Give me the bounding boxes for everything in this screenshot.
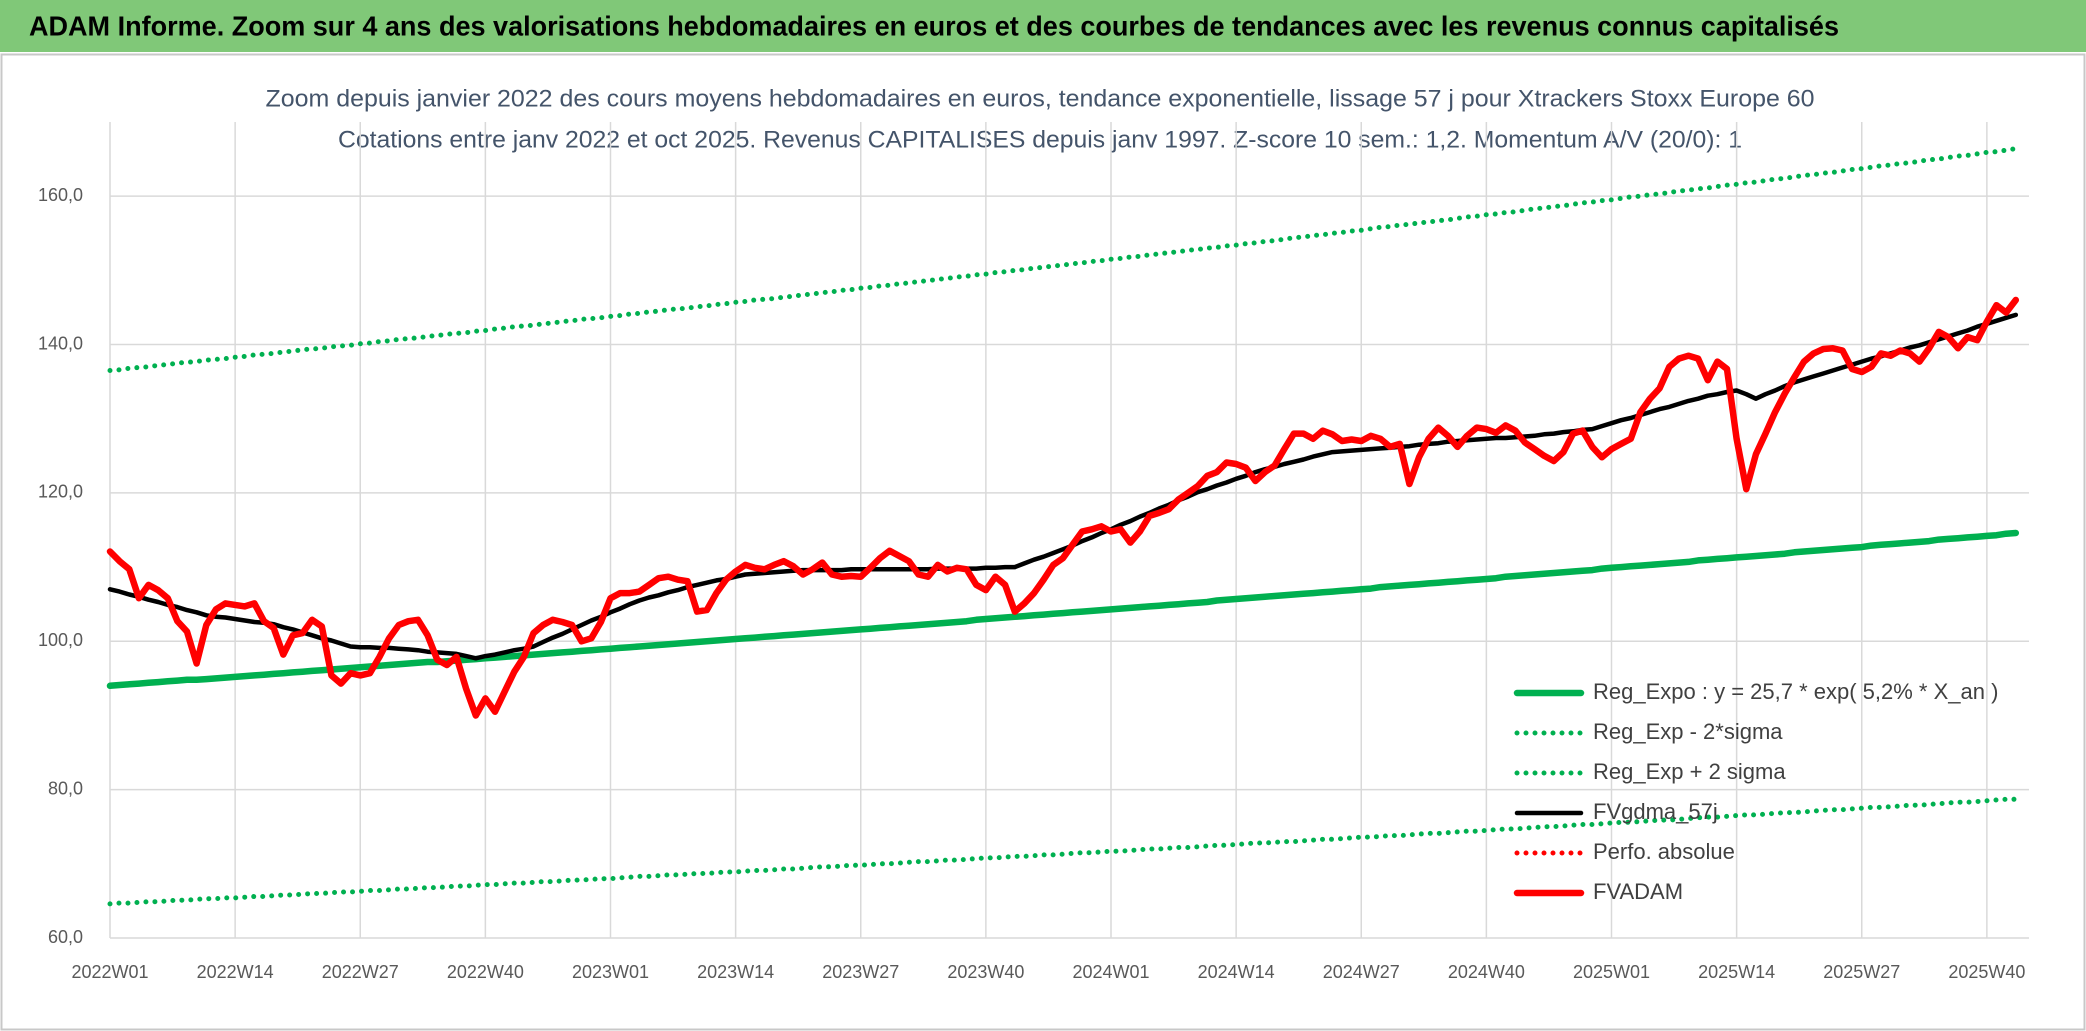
x-tick-label: 2024W14 [1198, 962, 1275, 982]
x-tick-label: 2022W01 [71, 962, 148, 982]
chart-subtitle: Cotations entre janv 2022 et oct 2025. R… [338, 126, 1742, 153]
x-tick-label: 2024W40 [1448, 962, 1525, 982]
x-tick-label: 2023W27 [822, 962, 899, 982]
y-tick-label: 120,0 [38, 482, 83, 502]
legend-label: Reg_Expo : y = 25,7 * exp( 5,2% * X_an ) [1593, 679, 1998, 704]
x-tick-label: 2025W27 [1823, 962, 1900, 982]
chart-title: Zoom depuis janvier 2022 des cours moyen… [266, 85, 1815, 112]
banner-title: ADAM Informe. Zoom sur 4 ans des valoris… [29, 10, 1839, 41]
y-tick-label: 60,0 [48, 927, 83, 947]
x-tick-label: 2025W40 [1948, 962, 2025, 982]
series-line [106, 529, 2020, 690]
banner-bg [0, 0, 2086, 52]
y-tick-label: 160,0 [38, 185, 83, 205]
x-tick-label: 2024W01 [1072, 962, 1149, 982]
legend-label: Reg_Exp - 2*sigma [1593, 719, 1783, 744]
series-line [106, 296, 2020, 719]
y-tick-label: 140,0 [38, 333, 83, 353]
x-tick-label: 2022W14 [197, 962, 274, 982]
x-tick-label: 2022W27 [322, 962, 399, 982]
y-tick-label: 80,0 [48, 778, 83, 798]
legend-label: Reg_Exp + 2 sigma [1593, 759, 1786, 784]
x-tick-label: 2025W01 [1573, 962, 1650, 982]
series-line [107, 146, 2019, 373]
chart-frame [0, 53, 2086, 1031]
x-tick-label: 2024W27 [1323, 962, 1400, 982]
x-tick-label: 2022W40 [447, 962, 524, 982]
series-line [107, 312, 2019, 661]
y-tick-label: 100,0 [38, 630, 83, 650]
x-tick-label: 2025W14 [1698, 962, 1775, 982]
legend-label: Perfo. absolue [1593, 839, 1735, 864]
series-line [107, 796, 2019, 907]
legend-label: FVADAM [1593, 879, 1683, 904]
x-tick-label: 2023W01 [572, 962, 649, 982]
x-tick-label: 2023W40 [947, 962, 1024, 982]
legend-label: FVgdma_57j [1593, 799, 1718, 824]
x-tick-label: 2023W14 [697, 962, 774, 982]
